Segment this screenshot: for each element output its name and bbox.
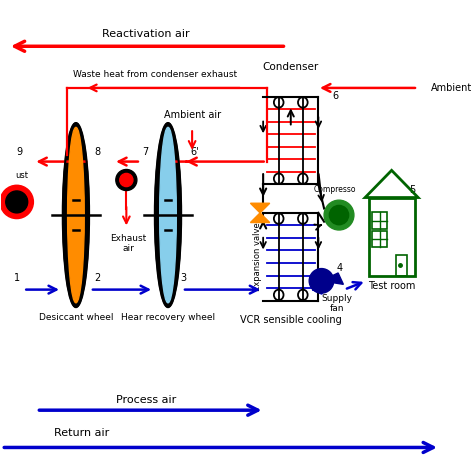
Text: 5: 5 (410, 185, 416, 195)
Circle shape (309, 269, 334, 293)
Text: Ambient: Ambient (431, 83, 472, 93)
Circle shape (0, 185, 33, 219)
Bar (369, 198, 415, 276)
Ellipse shape (63, 123, 89, 307)
Bar (396, 255, 407, 276)
Text: Waste heat from condenser exhaust: Waste heat from condenser exhaust (73, 70, 237, 79)
Text: Hear recovery wheel: Hear recovery wheel (121, 313, 215, 322)
Text: ust: ust (16, 171, 28, 180)
Text: 8: 8 (94, 146, 100, 156)
Text: 9: 9 (17, 146, 23, 156)
Circle shape (120, 173, 133, 187)
Text: Process air: Process air (116, 395, 176, 405)
Circle shape (6, 191, 27, 213)
Text: 7: 7 (142, 146, 148, 156)
Text: 4: 4 (337, 263, 343, 273)
Circle shape (116, 170, 137, 191)
Text: VCR sensible cooling: VCR sensible cooling (240, 315, 342, 325)
Text: 3: 3 (180, 273, 186, 283)
Text: Expansion valve: Expansion valve (253, 222, 262, 291)
Text: 6': 6' (191, 146, 200, 156)
Text: Compresso: Compresso (313, 185, 356, 194)
Text: air: air (123, 244, 135, 253)
Text: Supply: Supply (321, 293, 352, 302)
Text: Desiccant wheel: Desiccant wheel (39, 313, 113, 322)
Bar (372, 231, 387, 246)
Text: 1: 1 (14, 273, 20, 283)
Text: fan: fan (329, 304, 344, 313)
Text: Test room: Test room (368, 281, 415, 291)
Text: Reactivation air: Reactivation air (102, 29, 190, 39)
Ellipse shape (68, 128, 84, 303)
Bar (372, 212, 387, 229)
Polygon shape (321, 273, 343, 284)
Circle shape (324, 200, 354, 230)
Text: Exhaust: Exhaust (110, 234, 146, 243)
Text: 2: 2 (95, 273, 101, 283)
Ellipse shape (155, 123, 181, 307)
Circle shape (329, 205, 349, 225)
Text: Return air: Return air (54, 428, 109, 438)
Text: Condenser: Condenser (263, 62, 319, 72)
Ellipse shape (160, 128, 176, 303)
Text: 6: 6 (332, 91, 338, 101)
Text: Ambient air: Ambient air (164, 110, 221, 120)
Polygon shape (250, 203, 270, 213)
Polygon shape (250, 213, 270, 222)
